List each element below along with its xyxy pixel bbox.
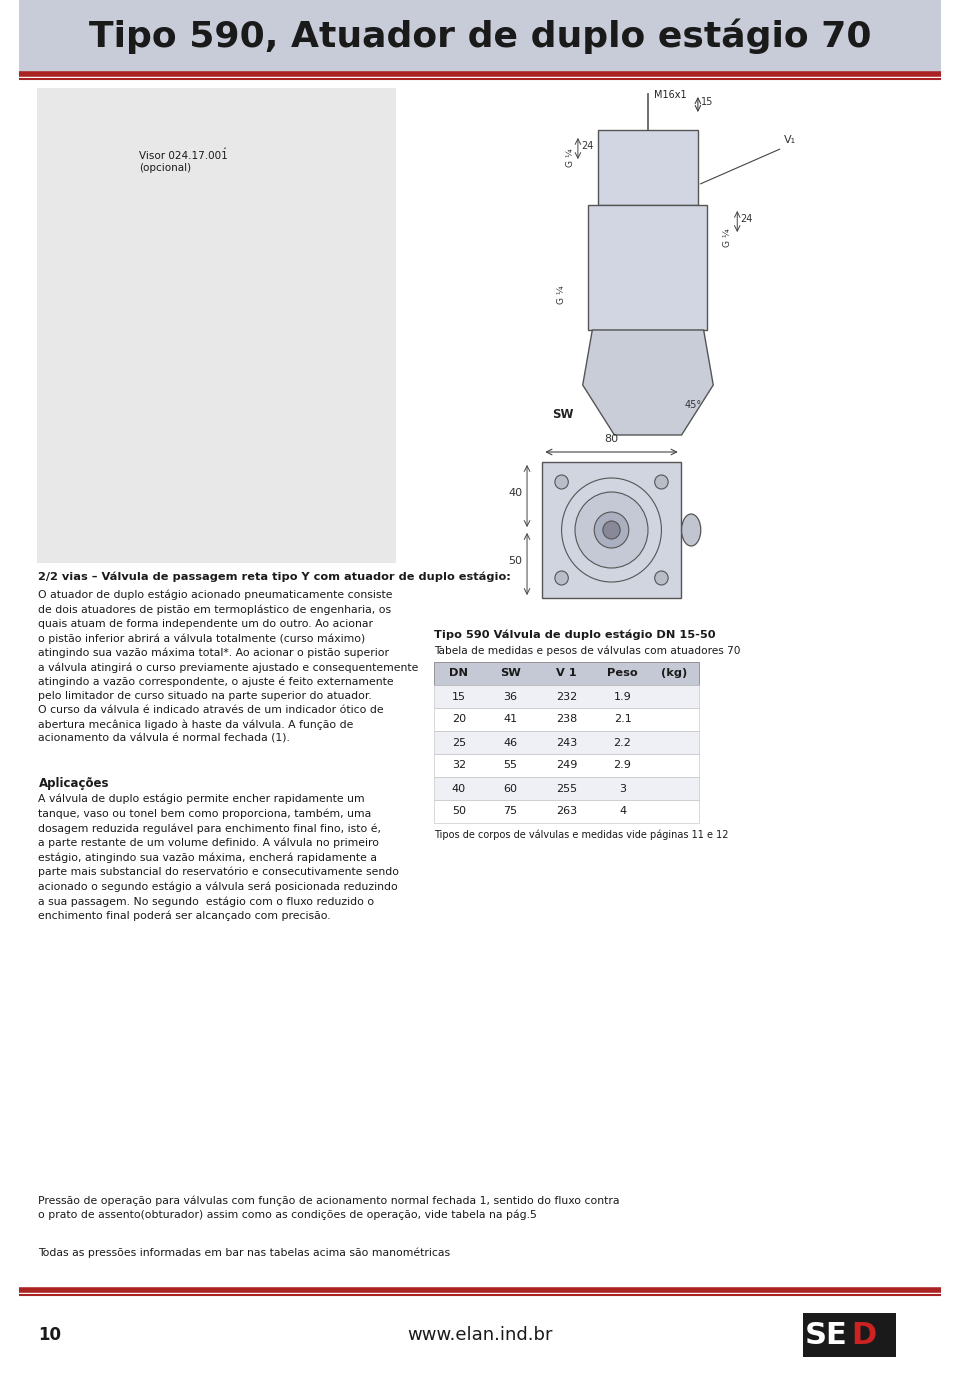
- Text: V₁: V₁: [784, 135, 797, 145]
- Text: 3: 3: [619, 784, 626, 794]
- Text: Visor 024.17.001
(opcional): Visor 024.17.001 (opcional): [139, 148, 228, 173]
- Text: 80: 80: [605, 434, 618, 444]
- Circle shape: [655, 476, 668, 490]
- Text: 32: 32: [452, 760, 466, 770]
- Text: G ¼: G ¼: [723, 229, 732, 247]
- Text: 15: 15: [452, 692, 466, 702]
- Circle shape: [594, 512, 629, 548]
- Text: 232: 232: [556, 692, 577, 702]
- Bar: [434, 777, 699, 799]
- Text: 36: 36: [503, 692, 517, 702]
- Bar: [36, 88, 396, 564]
- Text: 45°: 45°: [684, 400, 702, 410]
- Text: Aplicações: Aplicações: [38, 777, 108, 790]
- Text: 2.1: 2.1: [613, 714, 632, 724]
- Text: Tabela de medidas e pesos de válvulas com atuadores 70: Tabela de medidas e pesos de válvulas co…: [434, 646, 740, 657]
- Text: Tipos de corpos de válvulas e medidas vide páginas 11 e 12: Tipos de corpos de válvulas e medidas vi…: [434, 829, 729, 840]
- Text: 10: 10: [38, 1327, 61, 1343]
- Text: D: D: [852, 1321, 876, 1349]
- Circle shape: [655, 571, 668, 585]
- Text: 24: 24: [740, 213, 753, 225]
- Text: 55: 55: [503, 760, 517, 770]
- Text: 20: 20: [452, 714, 466, 724]
- Text: 50: 50: [452, 806, 466, 816]
- Text: 2/2 vias – Válvula de passagem reta tipo Y com atuador de duplo estágio:: 2/2 vias – Válvula de passagem reta tipo…: [38, 572, 512, 583]
- Text: 40: 40: [509, 488, 522, 498]
- Bar: [19, 0, 941, 73]
- Circle shape: [562, 478, 661, 582]
- Text: 255: 255: [556, 784, 577, 794]
- Circle shape: [575, 492, 648, 568]
- Text: 2.2: 2.2: [613, 738, 632, 748]
- Text: 60: 60: [503, 784, 517, 794]
- Text: 243: 243: [556, 738, 577, 748]
- Text: Tipo 590, Atuador de duplo estágio 70: Tipo 590, Atuador de duplo estágio 70: [88, 18, 872, 54]
- Bar: [588, 205, 708, 331]
- Bar: [434, 685, 699, 709]
- Text: www.elan.ind.br: www.elan.ind.br: [407, 1327, 553, 1343]
- Circle shape: [555, 571, 568, 585]
- Text: G ¼: G ¼: [566, 149, 575, 167]
- Text: 249: 249: [556, 760, 577, 770]
- Text: Pressão de operação para válvulas com função de acionamento normal fechada 1, se: Pressão de operação para válvulas com fu…: [38, 1196, 620, 1221]
- Text: 263: 263: [556, 806, 577, 816]
- Bar: [434, 709, 699, 731]
- Text: G ¼: G ¼: [557, 286, 565, 304]
- Text: SW: SW: [552, 407, 573, 421]
- Bar: [434, 663, 699, 685]
- Text: 24: 24: [581, 141, 593, 151]
- Text: (kg): (kg): [660, 668, 687, 678]
- Text: A válvula de duplo estágio permite encher rapidamente um
tanque, vaso ou tonel b: A válvula de duplo estágio permite enche…: [38, 794, 399, 921]
- Text: 75: 75: [503, 806, 517, 816]
- Text: SE: SE: [804, 1321, 848, 1349]
- Text: DN: DN: [449, 668, 468, 678]
- Text: M16x1: M16x1: [654, 91, 686, 100]
- Bar: [804, 1313, 896, 1357]
- Text: 41: 41: [503, 714, 517, 724]
- Text: Tipo 590 Válvula de duplo estágio DN 15-50: Tipo 590 Válvula de duplo estágio DN 15-…: [434, 631, 715, 640]
- Text: 4: 4: [619, 806, 626, 816]
- Ellipse shape: [682, 513, 701, 545]
- Text: 50: 50: [509, 557, 522, 566]
- Text: 15: 15: [701, 98, 713, 107]
- Circle shape: [603, 520, 620, 538]
- Bar: [434, 755, 699, 777]
- Text: 46: 46: [503, 738, 517, 748]
- Text: 1.9: 1.9: [613, 692, 632, 702]
- Text: 2.9: 2.9: [613, 760, 632, 770]
- Bar: [434, 731, 699, 755]
- Text: Todas as pressões informadas em bar nas tabelas acima são manométricas: Todas as pressões informadas em bar nas …: [38, 1249, 450, 1258]
- Text: V 1: V 1: [556, 668, 577, 678]
- Polygon shape: [583, 331, 713, 435]
- Circle shape: [555, 476, 568, 490]
- Bar: [598, 130, 698, 205]
- Text: 238: 238: [556, 714, 577, 724]
- Text: 40: 40: [452, 784, 466, 794]
- Bar: [542, 462, 681, 598]
- Bar: [434, 799, 699, 823]
- Text: O atuador de duplo estágio acionado pneumaticamente consiste
de dois atuadores d: O atuador de duplo estágio acionado pneu…: [38, 590, 419, 744]
- Text: SW: SW: [500, 668, 520, 678]
- Text: 25: 25: [452, 738, 466, 748]
- Text: Peso: Peso: [608, 668, 637, 678]
